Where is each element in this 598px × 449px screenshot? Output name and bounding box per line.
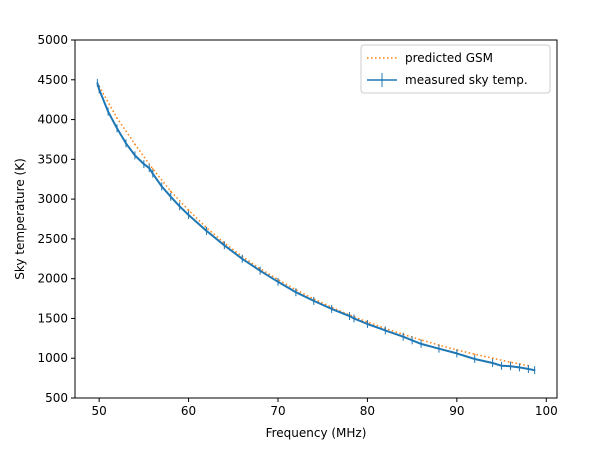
data-point-predicted-gsm: [134, 143, 136, 146]
data-point-measured-sky-temp: [527, 368, 530, 370]
x-tick-label: 90: [449, 404, 464, 418]
data-point-measured-sky-temp: [116, 127, 118, 130]
data-point-predicted-gsm: [151, 168, 154, 170]
y-tick-label: 5000: [37, 33, 68, 47]
data-point-measured-sky-temp: [148, 167, 151, 169]
x-tick-label: 70: [270, 404, 285, 418]
data-point-measured-sky-temp: [411, 339, 413, 342]
data-point-measured-sky-temp: [241, 257, 244, 260]
y-tick-label: 3000: [37, 192, 68, 206]
data-point-measured-sky-temp: [402, 335, 404, 338]
data-point-predicted-gsm: [187, 209, 190, 212]
data-point-measured-sky-temp: [473, 358, 476, 360]
y-axis-label: Sky temperature (K): [13, 158, 27, 280]
legend: predicted GSM measured sky temp.: [360, 44, 551, 94]
data-point-measured-sky-temp: [187, 214, 190, 216]
data-point-measured-sky-temp: [353, 317, 355, 320]
x-tick-label: 50: [92, 404, 107, 418]
data-point-measured-sky-temp: [491, 362, 494, 364]
data-point-measured-sky-temp: [205, 230, 208, 232]
data-point-measured-sky-temp: [125, 142, 127, 145]
axes-layer: 50 60 70 80 90 100 500 1000 1500 2000 2500 3000 3500…: [37, 33, 557, 418]
data-point-measured-sky-temp: [330, 308, 333, 310]
data-point-measured-sky-temp: [438, 347, 440, 350]
data-point-measured-sky-temp: [107, 110, 109, 113]
data-point-measured-sky-temp: [295, 291, 297, 293]
data-point-measured-sky-temp: [456, 352, 458, 355]
data-point-measured-sky-temp: [384, 329, 387, 332]
x-tick-label: 80: [360, 404, 375, 418]
legend-frame: [360, 44, 551, 94]
data-point-measured-sky-temp: [96, 82, 99, 84]
data-point-predicted-gsm: [491, 357, 494, 360]
data-point-measured-sky-temp: [366, 323, 369, 325]
legend-label-predicted-gsm: predicted GSM: [405, 51, 493, 65]
data-point-measured-sky-temp: [500, 364, 503, 367]
data-point-measured-sky-temp: [518, 366, 521, 369]
y-tick-label: 3500: [37, 152, 68, 166]
data-point-measured-sky-temp: [169, 195, 172, 198]
plot-frame: [74, 39, 558, 399]
y-tick-label: 2000: [37, 272, 68, 286]
data-point-measured-sky-temp: [259, 269, 261, 272]
data-point-measured-sky-temp: [277, 281, 279, 283]
y-tick-label: 2500: [37, 232, 68, 246]
legend-label-measured-sky-temp: measured sky temp.: [405, 73, 528, 87]
x-tick-label: 100: [535, 404, 558, 418]
data-point-measured-sky-temp: [151, 172, 154, 175]
data-point-measured-sky-temp: [178, 205, 181, 208]
data-point-measured-sky-temp: [143, 163, 145, 165]
data-point-measured-sky-temp: [98, 88, 100, 91]
y-tick-label: 1000: [37, 351, 68, 365]
data-point-measured-sky-temp: [134, 154, 136, 157]
data-point-measured-sky-temp: [312, 300, 315, 302]
data-point-measured-sky-temp: [160, 185, 163, 188]
y-tick-label: 1500: [37, 311, 68, 325]
y-tick-label: 4500: [37, 73, 68, 87]
data-point-predicted-gsm: [169, 190, 172, 192]
data-point-measured-sky-temp: [509, 365, 512, 367]
data-point-measured-sky-temp: [223, 244, 226, 247]
data-point-measured-sky-temp: [420, 343, 422, 345]
plot-area: [75, 40, 557, 398]
data-layer: [96, 78, 536, 375]
x-tick-label: 60: [181, 404, 196, 418]
x-axis-label: Frequency (MHz): [266, 426, 367, 440]
data-point-predicted-gsm: [116, 117, 118, 119]
data-point-measured-sky-temp: [348, 315, 351, 317]
data-point-predicted-gsm: [473, 353, 476, 356]
y-tick-label: 4000: [37, 113, 68, 127]
data-point-measured-sky-temp: [533, 369, 536, 371]
y-tick-label: 500: [45, 391, 68, 405]
